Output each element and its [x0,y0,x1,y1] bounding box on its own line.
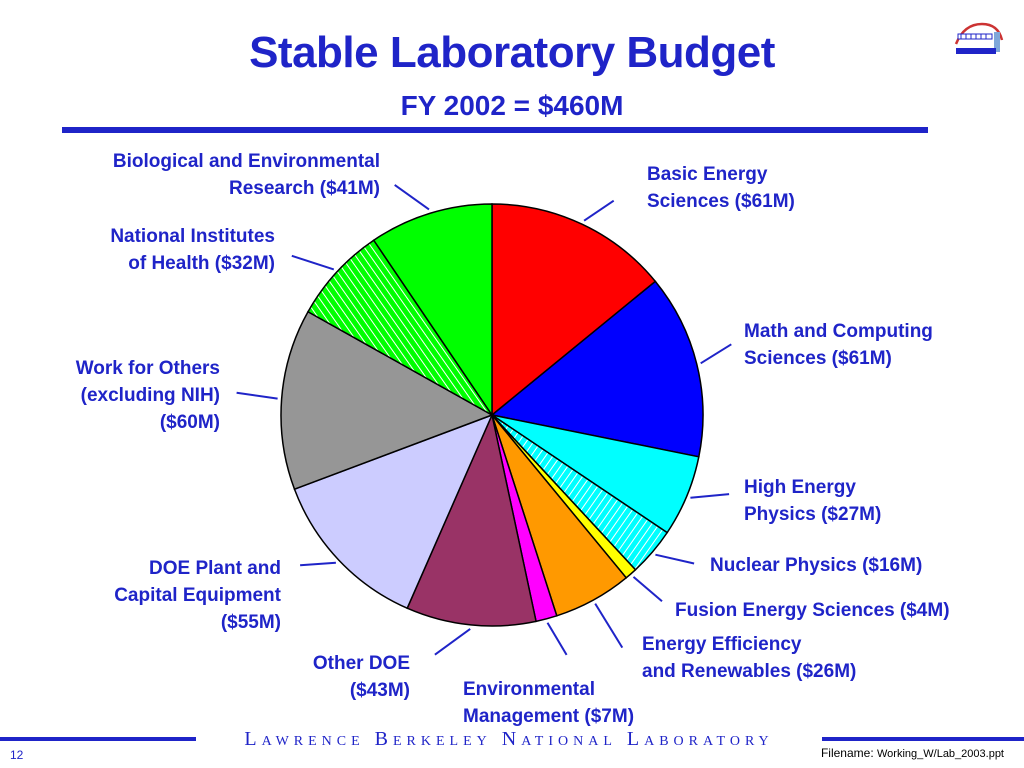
pie-slice-work-for-others-excluding-nih-60m [280,310,494,491]
filename-label: Filename: [820,746,874,760]
slice-label-high-energy-physics: High Energy Physics ($27M) [744,477,882,525]
slice-label-other-doe: Other DOE ($43M) [312,653,410,701]
slide-title: Stable Laboratory Budget [249,28,775,77]
slide-subtitle: FY 2002 = $460M [400,90,624,121]
leader-line-work-for-others-excluding-nih-60m [236,391,278,400]
leader-line-math-and-computing-sciences-61m [700,343,732,365]
slice-label-fusion-energy-sciences: Fusion Energy Sciences ($4M) [675,600,950,621]
slice-label-environmental-management: Environmental Management ($7M) [463,679,635,727]
leader-line-biological-and-environmental-research-41m [394,184,430,211]
pie-slice-other-doe-43m [406,412,537,627]
title-rule [62,127,928,133]
leader-line-doe-plant-and-capital-equipment-55m [300,561,336,567]
pie-slice-biological-and-environmental-research-41m [372,203,493,418]
filename-value: Working_W/Lab_2003.ppt [877,748,1004,760]
leader-line-other-doe-43m [434,628,471,656]
slice-label-biological-environmental-research: Biological and Environmental Research ($… [112,151,380,199]
slice-label-nuclear-physics: Nuclear Physics ($16M) [710,555,923,576]
leader-line-national-institutes-of-health-32m [291,254,335,271]
leader-line-fusion-energy-sciences-4m [632,576,663,602]
berkeley-lab-logo-icon [950,18,1008,67]
leader-line-nuclear-physics-16m [655,553,695,565]
page-number: 12 [10,748,24,762]
filename: Filename: Working_W/Lab_2003.ppt [821,746,1004,760]
pie-slice-doe-plant-and-capital-equipment-55m [293,413,494,610]
slice-label-doe-plant-capital-equipment: DOE Plant and Capital Equipment ($55M) [114,558,281,633]
leader-line-high-energy-physics-27m [690,493,730,499]
slice-label-work-for-others: Work for Others (excluding NIH) ($60M) [75,358,220,433]
slice-label-energy-efficiency-renewables: Energy Efficiency and Renewables ($26M) [642,634,857,682]
footer-lab-name: Lawrence Berkeley National Laboratory [244,728,774,750]
slice-label-national-institutes-of-health: National Institutes of Health ($32M) [110,226,275,274]
footer-rule-left [0,737,196,741]
slice-label-math-computing-sciences: Math and Computing Sciences ($61M) [744,321,933,369]
leader-line-energy-efficiency-and-renewables-26m [594,603,624,649]
pie-slice-national-institutes-of-health-32m [306,239,493,416]
pie-slice-math-and-computing-sciences-61m [490,280,704,458]
pie-slice-basic-energy-sciences-61m [491,203,657,417]
slice-label-basic-energy-sciences: Basic Energy Sciences ($61M) [647,164,795,212]
leader-line-environmental-management-7m [546,622,568,656]
footer-rule-right [822,737,1024,741]
leader-line-basic-energy-sciences-61m [583,199,615,222]
